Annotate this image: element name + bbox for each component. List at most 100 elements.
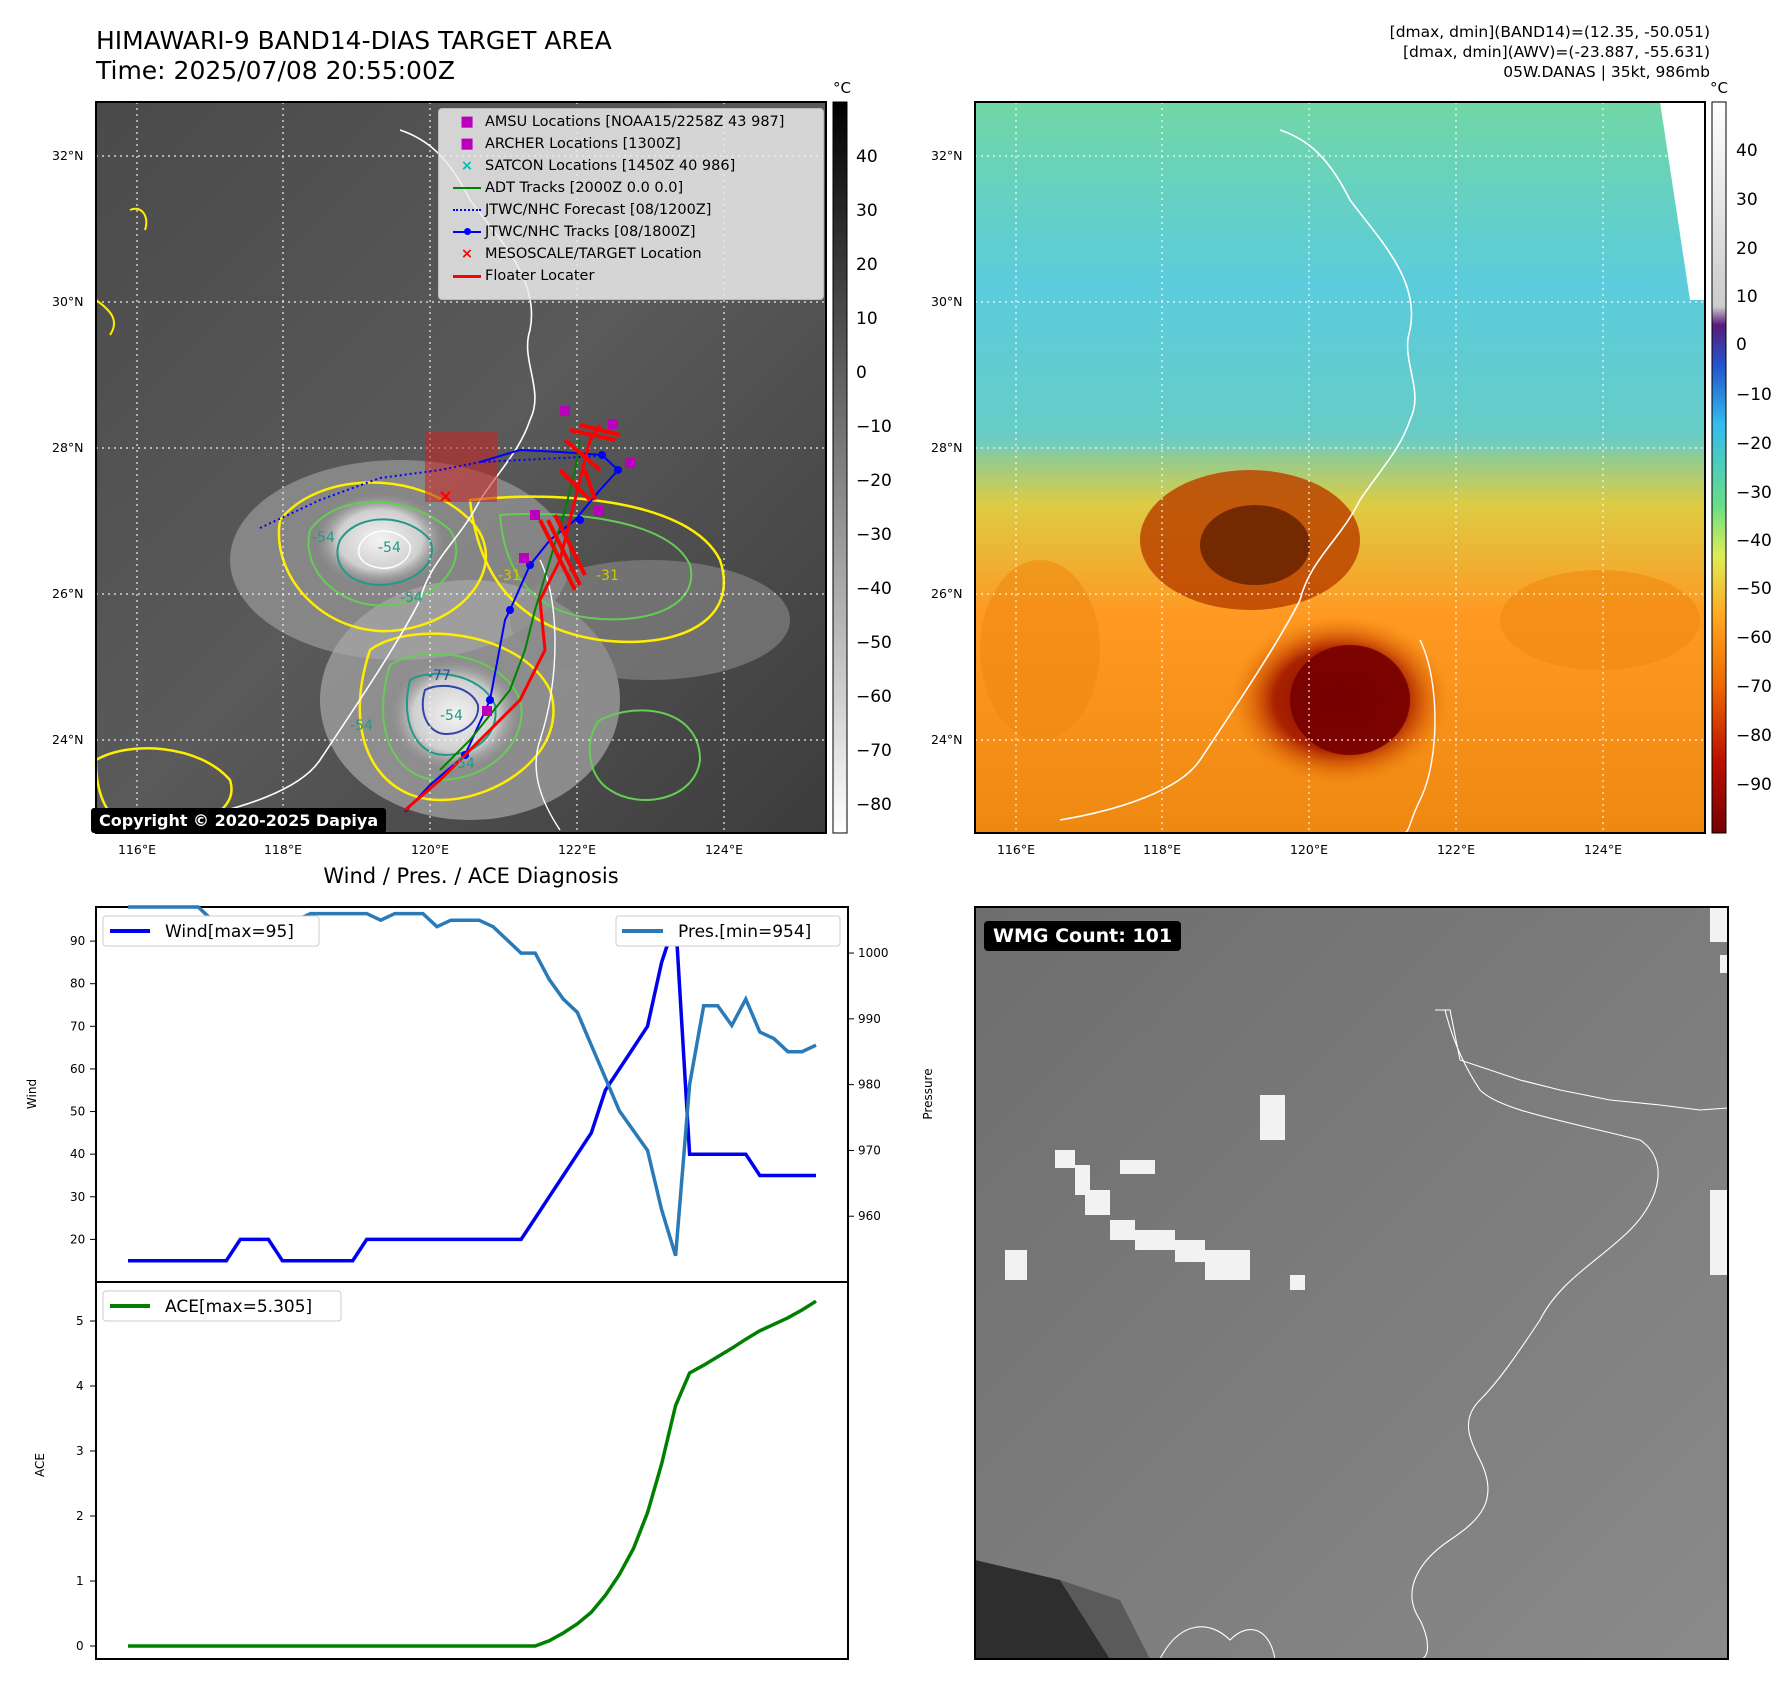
legend-item-archer: ■ ARCHER Locations [1300Z] — [449, 133, 681, 155]
contour-labels: -54 -54 -31 -31 -54 -54 -54 -54 -77 — [312, 530, 619, 772]
ir-axis-labels: 32°N 30°N 28°N 26°N 24°N 116°E 118°E 120… — [52, 148, 743, 857]
cbar1-tick: 0 — [856, 363, 867, 383]
jtwc-forecast-track — [259, 455, 601, 529]
lat-label: 24°N — [52, 732, 84, 747]
mesoscale-target-marker: × — [438, 486, 453, 507]
ace-yticks: 0 1 2 3 4 5 — [76, 1314, 96, 1653]
cbar2-tick: −90 — [1736, 775, 1772, 795]
wmg-cold-pixels — [1005, 907, 1728, 1290]
floater-locater-track — [404, 424, 602, 812]
cbar2-tick: 40 — [1736, 141, 1758, 161]
cbar1-unit: °C — [833, 79, 851, 97]
lat-label: 32°N — [52, 148, 84, 163]
storm-info: 05W.DANAS | 35kt, 986mb — [1503, 63, 1710, 81]
lon-label: 120°E — [1290, 842, 1328, 857]
awv-colorbar: °C 40 30 20 10 0 −10 −20 −30 −40 −50 −60… — [1710, 79, 1772, 834]
wind-ytick-label: 40 — [70, 1147, 85, 1161]
wind-ytick-label: 20 — [70, 1232, 85, 1246]
lon-label: 116°E — [118, 842, 156, 857]
cbar1-tick: 40 — [856, 147, 878, 167]
ace-ytick-label: 3 — [76, 1444, 84, 1458]
pressure-axis-label: Pressure — [921, 1068, 935, 1119]
lon-label: 122°E — [1437, 842, 1475, 857]
ace-legend-label: ACE[max=5.305] — [165, 1297, 312, 1317]
wind-legend-label: Wind[max=95] — [165, 922, 294, 942]
ace-chart: 0 1 2 3 4 5 ACE ACE[max=5.305] — [33, 1281, 849, 1660]
ace-ytick-label: 2 — [76, 1509, 84, 1523]
amsu-markers — [482, 406, 635, 716]
cbar1-tick: −10 — [856, 417, 892, 437]
wind-ytick-label: 70 — [70, 1019, 85, 1033]
awv-gridlines — [975, 102, 1705, 833]
cbar2-tick: 10 — [1736, 287, 1758, 307]
wind-ytick-label: 90 — [70, 934, 85, 948]
ace-line — [128, 1299, 817, 1648]
cbar2-tick: −10 — [1736, 385, 1772, 405]
lon-label: 116°E — [997, 842, 1035, 857]
ace-axis-label: ACE — [33, 1453, 47, 1477]
wind-yticks: 20 30 40 50 60 70 80 90 — [70, 934, 96, 1246]
cbar2-tick: 0 — [1736, 335, 1747, 355]
ace-legend: ACE[max=5.305] — [102, 1290, 342, 1322]
pressure-legend-label: Pres.[min=954] — [678, 922, 811, 942]
cbar2-tick: 30 — [1736, 190, 1758, 210]
awv-range: [dmax, dmin](AWV)=(-23.887, -55.631) — [1403, 43, 1710, 61]
wind-legend: Wind[max=95] — [102, 915, 320, 947]
lat-label: 26°N — [931, 586, 963, 601]
lon-label: 118°E — [264, 842, 302, 857]
cbar2-tick: −60 — [1736, 628, 1772, 648]
lon-label: 124°E — [705, 842, 743, 857]
green-line-icon — [449, 177, 485, 199]
ace-ytick-label: 1 — [76, 1574, 84, 1588]
pressure-ytick-label: 1000 — [858, 946, 889, 960]
awv-map-panel — [974, 101, 1706, 834]
legend-item-floater: Floater Locater — [449, 265, 594, 287]
lon-label: 122°E — [558, 842, 596, 857]
magenta-square-icon: ■ — [460, 114, 474, 130]
lat-label: 32°N — [931, 148, 963, 163]
pressure-ytick-label: 990 — [858, 1012, 881, 1026]
cbar1-tick-labels: 40 30 20 10 0 −10 −20 −30 −40 −50 −60 −7… — [856, 147, 892, 815]
cbar1-tick: 20 — [856, 255, 878, 275]
contour-label: -31 — [498, 568, 521, 584]
cbar1-tick: −80 — [856, 795, 892, 815]
lon-label: 120°E — [411, 842, 449, 857]
pressure-yticks: 960 970 980 990 1000 — [848, 946, 889, 1223]
wind-pressure-chart: 20 30 40 50 60 70 80 90 960 970 980 990 1000 Wind P… — [25, 905, 935, 1283]
wind-ytick-label: 50 — [70, 1105, 85, 1119]
ace-series — [128, 1299, 817, 1648]
wind-ytick-label: 80 — [70, 977, 85, 991]
lon-label: 118°E — [1143, 842, 1181, 857]
legend-item-adt: ADT Tracks [2000Z 0.0 0.0] — [449, 177, 683, 199]
cbar2-tick: −50 — [1736, 579, 1772, 599]
contour-label: -54 — [350, 718, 373, 734]
cbar2-unit: °C — [1710, 79, 1728, 97]
dmax-dmin-info: [dmax, dmin](BAND14)=(12.35, -50.051) [d… — [1390, 22, 1710, 82]
contour-label: -54 — [452, 756, 475, 772]
cbar1-tick: −60 — [856, 687, 892, 707]
cbar1-tick: −40 — [856, 579, 892, 599]
lat-label: 30°N — [931, 294, 963, 309]
contour-label: -54 — [440, 708, 463, 724]
cbar2-tick: −70 — [1736, 677, 1772, 697]
cbar2-tick: 20 — [1736, 239, 1758, 259]
ace-ytick-label: 0 — [76, 1639, 84, 1653]
pressure-ytick-label: 980 — [858, 1078, 881, 1092]
contour-label: -54 — [312, 530, 335, 546]
cyan-x-icon: × — [460, 158, 474, 174]
wind-line — [128, 919, 816, 1263]
contour-label: -31 — [596, 568, 619, 584]
lat-label: 24°N — [931, 732, 963, 747]
legend-item-amsu: ■ AMSU Locations [NOAA15/2258Z 43 987] — [449, 111, 784, 133]
wind-ytick-label: 30 — [70, 1190, 85, 1204]
chart-title: Wind / Pres. / ACE Diagnosis — [323, 864, 618, 888]
magenta-square-icon: ■ — [460, 136, 474, 152]
cbar1-tick: −20 — [856, 471, 892, 491]
blue-line-dot-icon — [449, 221, 485, 243]
cbar1-tick: −30 — [856, 525, 892, 545]
wmg-panel — [974, 906, 1729, 1660]
legend-item-jtwc-forecast: JTWC/NHC Forecast [08/1200Z] — [449, 199, 711, 221]
pressure-ytick-label: 970 — [858, 1143, 881, 1157]
svg-text:×: × — [438, 486, 453, 507]
